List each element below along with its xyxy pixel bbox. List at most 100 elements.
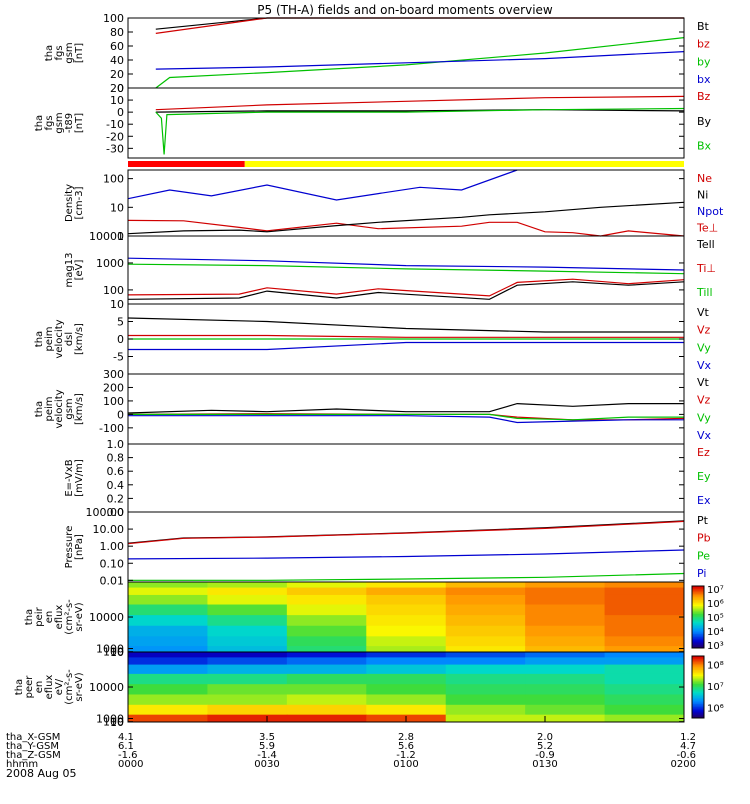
spectrogram-cell — [286, 646, 367, 653]
colorbar-step — [692, 632, 704, 635]
y-axis-label: eV/ — [54, 678, 65, 695]
spectrogram-cell — [366, 625, 447, 637]
colorbar-step — [692, 666, 704, 669]
colorbar-step — [692, 593, 704, 596]
colorbar-step — [692, 586, 704, 589]
colorbar-step — [692, 615, 704, 618]
y-axis-label: peer — [24, 675, 35, 699]
spectrogram-cell — [207, 625, 288, 637]
colorbar-step — [692, 634, 704, 637]
colorbar-step — [692, 641, 704, 644]
spectrogram-cell — [207, 684, 288, 695]
y-axis-label: Density — [64, 184, 75, 222]
y-tick-label: 1 — [117, 230, 124, 243]
x-axis-value: 5.2 — [537, 741, 553, 752]
y-tick-label: 10 — [110, 201, 124, 214]
spectrogram-cell — [366, 615, 447, 627]
legend-entry: Bt — [697, 20, 710, 33]
y-axis-label: eflux — [54, 605, 65, 630]
series-line-Pi — [127, 549, 685, 560]
spectrogram-cell — [604, 652, 685, 658]
y-tick-label: 0.01 — [100, 574, 125, 587]
colorbar-frame — [691, 585, 705, 649]
y-tick-label: 100 — [103, 716, 124, 729]
spectrogram-cell — [128, 604, 208, 616]
panel-4: Tell Ti⊥ Till 100 1000 10000 mag13 [eV] — [64, 230, 716, 305]
spectrogram-cell — [286, 582, 367, 589]
x-axis-value: -1.6 — [118, 750, 138, 761]
spectrogram-cell — [445, 604, 526, 616]
y-axis-label: sr-eV) — [74, 602, 85, 631]
spectrogram-cell — [286, 594, 367, 606]
y-axis-label: mag13 — [64, 253, 75, 288]
spectrogram-cell — [525, 587, 606, 596]
series-line-Npot — [127, 169, 518, 201]
y-axis-label: tha — [44, 45, 55, 61]
y-axis-label: dsl — [64, 332, 75, 346]
y-tick-label: 1000 — [96, 257, 124, 270]
colorbar-step — [692, 596, 704, 599]
y-axis-label: -t89 — [64, 113, 75, 133]
spectrogram-cell — [286, 664, 367, 675]
spectrogram-cell — [128, 673, 208, 685]
series-line-Ni — [127, 201, 685, 235]
y-axis-label: fgs — [54, 45, 65, 60]
panel-frame — [127, 443, 685, 513]
panel-frame — [127, 169, 685, 237]
colorbar-step — [692, 711, 704, 714]
y-axis-label: velocity — [54, 319, 65, 358]
colorbar-step — [692, 702, 704, 705]
spectrogram-cell — [286, 587, 367, 596]
panel-frame — [127, 87, 685, 159]
spectrogram-cell — [445, 582, 526, 589]
panel-frame — [127, 511, 685, 583]
legend-entry: Vy — [697, 341, 711, 354]
legend-entry: Ti⊥ — [696, 262, 716, 275]
x-axis-row-label: tha_X-GSM — [6, 732, 60, 743]
legend-entry: Vy — [697, 411, 711, 424]
colorbar-step — [692, 707, 704, 710]
spectrogram-cell — [525, 694, 606, 706]
y-axis-label: tha — [24, 609, 35, 625]
spectrogram-cell — [207, 714, 288, 723]
y-tick-label: 60 — [110, 40, 124, 53]
spectrogram-cell — [604, 704, 685, 716]
spectrogram-cell — [128, 582, 208, 589]
legend-entry: Pt — [697, 514, 709, 527]
y-axis-label: tha — [14, 679, 25, 695]
colorbar-step — [692, 679, 704, 682]
legend-entry: bx — [697, 73, 711, 86]
colorbar-step — [692, 680, 704, 683]
spectrogram-cell — [286, 652, 367, 658]
y-tick-label: 1000 — [96, 643, 124, 656]
legend-entry: Till — [696, 286, 713, 299]
y-tick-label: 100 — [103, 12, 124, 25]
colorbar-label: 10⁷ — [707, 682, 724, 693]
y-axis-label: [nT] — [74, 113, 85, 133]
spectrogram-cell — [604, 587, 685, 596]
spectrogram-cell — [604, 694, 685, 706]
y-tick-label: 10 — [110, 298, 124, 311]
x-axis-value: -0.6 — [676, 750, 696, 761]
colorbar-frame — [691, 655, 705, 719]
y-axis-label: E=-VxB — [64, 459, 75, 496]
panel-frame — [127, 373, 685, 445]
colorbar-step — [692, 714, 704, 717]
series-line-Pe — [128, 572, 685, 581]
x-axis-value: 0130 — [532, 759, 557, 770]
y-axis-label: tha — [34, 331, 45, 347]
legend-entry: Ni — [697, 189, 708, 202]
x-axis-value: -0.9 — [535, 750, 555, 761]
y-tick-label: 10000 — [89, 611, 124, 624]
mode-bar-segment — [128, 161, 245, 167]
colorbar-step — [692, 704, 704, 707]
spectrogram-cell — [366, 604, 447, 616]
y-tick-label: 5 — [117, 316, 124, 329]
spectrogram-cell — [366, 636, 447, 647]
colorbar-label: 10⁸ — [707, 661, 724, 672]
legend-entry: Ey — [697, 470, 711, 483]
spectrogram-cell — [525, 657, 606, 666]
spectrogram-cell — [128, 594, 208, 606]
